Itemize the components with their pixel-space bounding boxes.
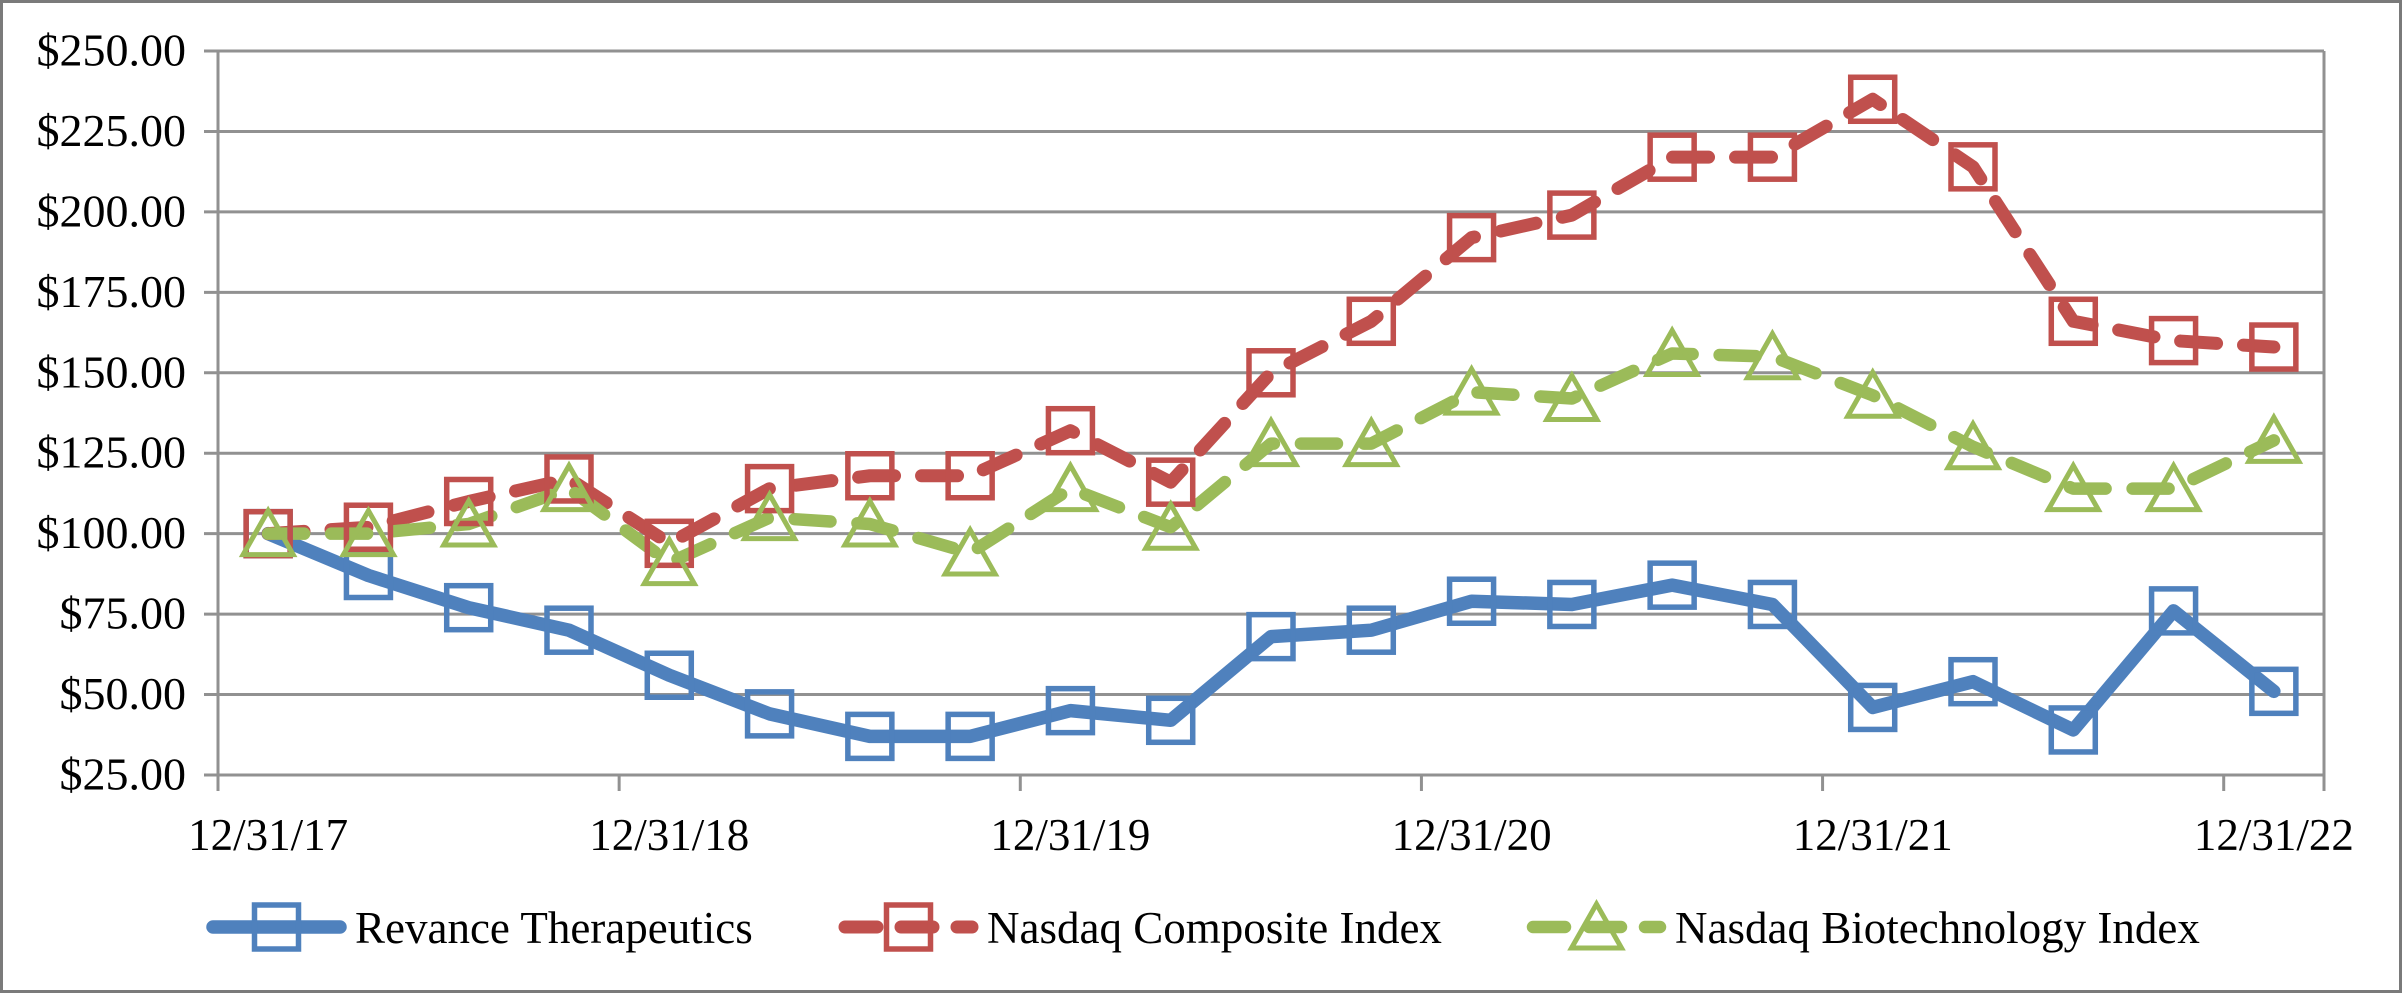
data-point-marker-revance-therapeutics bbox=[2048, 705, 2099, 755]
data-point-marker-revance-therapeutics bbox=[845, 711, 895, 762]
y-axis-tick-label: $50.00 bbox=[60, 668, 187, 719]
data-point-marker-nasdaq-biotechnology-index bbox=[1943, 418, 2003, 471]
y-axis-tick-label: $225.00 bbox=[37, 105, 187, 156]
data-point-marker-revance-therapeutics bbox=[1045, 685, 1096, 736]
data-point-marker-nasdaq-biotechnology-index bbox=[840, 495, 900, 548]
data-point-marker-revance-therapeutics bbox=[443, 582, 494, 633]
data-point-marker-revance-therapeutics bbox=[1847, 682, 1898, 733]
data-point-marker-nasdaq-biotechnology-index bbox=[1141, 499, 1201, 551]
legend-marker-nasdaq-composite-index bbox=[883, 902, 934, 952]
data-point-marker-nasdaq-biotechnology-index bbox=[1642, 325, 1702, 377]
y-axis-tick-label: $100.00 bbox=[37, 507, 187, 558]
data-point-marker-nasdaq-composite-index bbox=[1346, 296, 1397, 347]
legend-label-nasdaq-composite-index: Nasdaq Composite Index bbox=[987, 903, 1442, 953]
data-point-marker-nasdaq-composite-index bbox=[945, 450, 995, 501]
y-axis-tick-label: $125.00 bbox=[37, 427, 187, 478]
data-point-marker-nasdaq-composite-index bbox=[1246, 348, 1296, 398]
data-point-marker-nasdaq-composite-index bbox=[1948, 142, 1998, 192]
data-point-marker-nasdaq-biotechnology-index bbox=[639, 534, 699, 587]
data-point-marker-nasdaq-biotechnology-index bbox=[2144, 460, 2203, 513]
x-axis-tick-label: 12/31/19 bbox=[990, 810, 1150, 860]
data-point-marker-nasdaq-composite-index bbox=[1045, 405, 1096, 456]
data-point-marker-revance-therapeutics bbox=[1145, 695, 1196, 746]
data-point-marker-revance-therapeutics bbox=[644, 650, 695, 700]
data-point-marker-nasdaq-composite-index bbox=[644, 518, 695, 569]
data-point-marker-nasdaq-composite-index bbox=[1547, 190, 1597, 240]
data-point-marker-nasdaq-composite-index bbox=[2249, 322, 2299, 372]
data-point-marker-nasdaq-biotechnology-index bbox=[1743, 328, 1802, 381]
data-point-marker-nasdaq-biotechnology-index bbox=[2043, 460, 2103, 513]
data-point-marker-revance-therapeutics bbox=[1547, 579, 1597, 630]
data-point-marker-revance-therapeutics bbox=[1446, 576, 1497, 626]
data-point-marker-nasdaq-composite-index bbox=[1647, 132, 1697, 182]
data-point-marker-revance-therapeutics bbox=[2249, 666, 2299, 717]
data-point-marker-nasdaq-biotechnology-index bbox=[1843, 367, 1903, 419]
series-line-nasdaq-biotechnology-index bbox=[261, 347, 2281, 569]
data-point-marker-revance-therapeutics bbox=[744, 689, 795, 739]
data-point-marker-revance-therapeutics bbox=[1948, 656, 1998, 707]
data-point-marker-nasdaq-composite-index bbox=[1847, 74, 1898, 125]
data-point-marker-nasdaq-biotechnology-index bbox=[539, 460, 599, 513]
data-point-marker-nasdaq-biotechnology-index bbox=[1041, 460, 1100, 513]
x-axis-tick-label: 12/31/22 bbox=[2194, 810, 2354, 860]
y-axis-tick-label: $175.00 bbox=[37, 266, 187, 317]
data-point-marker-nasdaq-biotechnology-index bbox=[2244, 412, 2304, 464]
data-point-marker-nasdaq-biotechnology-index bbox=[940, 524, 1000, 577]
data-point-marker-nasdaq-biotechnology-index bbox=[1442, 364, 1501, 416]
data-point-marker-revance-therapeutics bbox=[1246, 611, 1296, 662]
y-axis-tick-label: $200.00 bbox=[37, 185, 187, 236]
data-point-marker-nasdaq-biotechnology-index bbox=[1341, 415, 1401, 468]
data-point-marker-revance-therapeutics bbox=[1346, 605, 1397, 655]
data-point-marker-nasdaq-biotechnology-index bbox=[740, 489, 799, 542]
data-point-marker-nasdaq-composite-index bbox=[1446, 212, 1497, 263]
x-axis-tick-label: 12/31/17 bbox=[188, 810, 348, 860]
data-point-marker-nasdaq-composite-index bbox=[443, 476, 494, 527]
x-axis-tick-label: 12/31/18 bbox=[589, 810, 749, 860]
y-axis-tick-label: $250.00 bbox=[37, 25, 187, 76]
data-point-marker-nasdaq-composite-index bbox=[343, 502, 394, 552]
y-axis-tick-label: $150.00 bbox=[37, 346, 187, 397]
series-line-revance-therapeutics bbox=[261, 526, 2281, 744]
data-point-marker-revance-therapeutics bbox=[1747, 579, 1798, 630]
data-point-marker-nasdaq-composite-index bbox=[1747, 132, 1798, 182]
data-point-marker-nasdaq-biotechnology-index bbox=[339, 505, 398, 558]
data-point-marker-nasdaq-composite-index bbox=[744, 463, 795, 514]
y-axis-tick-label: $75.00 bbox=[60, 588, 187, 639]
legend-label-nasdaq-biotechnology-index: Nasdaq Biotechnology Index bbox=[1675, 903, 2200, 953]
data-point-marker-nasdaq-biotechnology-index bbox=[238, 505, 298, 558]
x-axis-tick-label: 12/31/21 bbox=[1793, 810, 1953, 860]
x-axis-tick-label: 12/31/20 bbox=[1392, 810, 1552, 860]
series-line-nasdaq-composite-index bbox=[261, 92, 2281, 550]
data-point-marker-revance-therapeutics bbox=[2148, 586, 2199, 636]
data-point-marker-nasdaq-biotechnology-index bbox=[439, 495, 499, 548]
legend-marker-nasdaq-biotechnology-index bbox=[1567, 898, 1626, 951]
data-point-marker-nasdaq-biotechnology-index bbox=[1241, 415, 1301, 468]
data-point-marker-revance-therapeutics bbox=[544, 605, 594, 655]
data-point-marker-nasdaq-biotechnology-index bbox=[1542, 370, 1602, 423]
legend-label-revance-therapeutics: Revance Therapeutics bbox=[355, 903, 753, 953]
data-point-marker-nasdaq-composite-index bbox=[2048, 296, 2099, 347]
data-point-marker-nasdaq-composite-index bbox=[544, 454, 594, 504]
data-point-marker-revance-therapeutics bbox=[1647, 560, 1697, 610]
y-axis-tick-label: $25.00 bbox=[60, 749, 187, 800]
data-point-marker-revance-therapeutics bbox=[945, 711, 995, 762]
data-point-marker-nasdaq-composite-index bbox=[2148, 315, 2199, 366]
legend-marker-revance-therapeutics bbox=[251, 902, 302, 952]
